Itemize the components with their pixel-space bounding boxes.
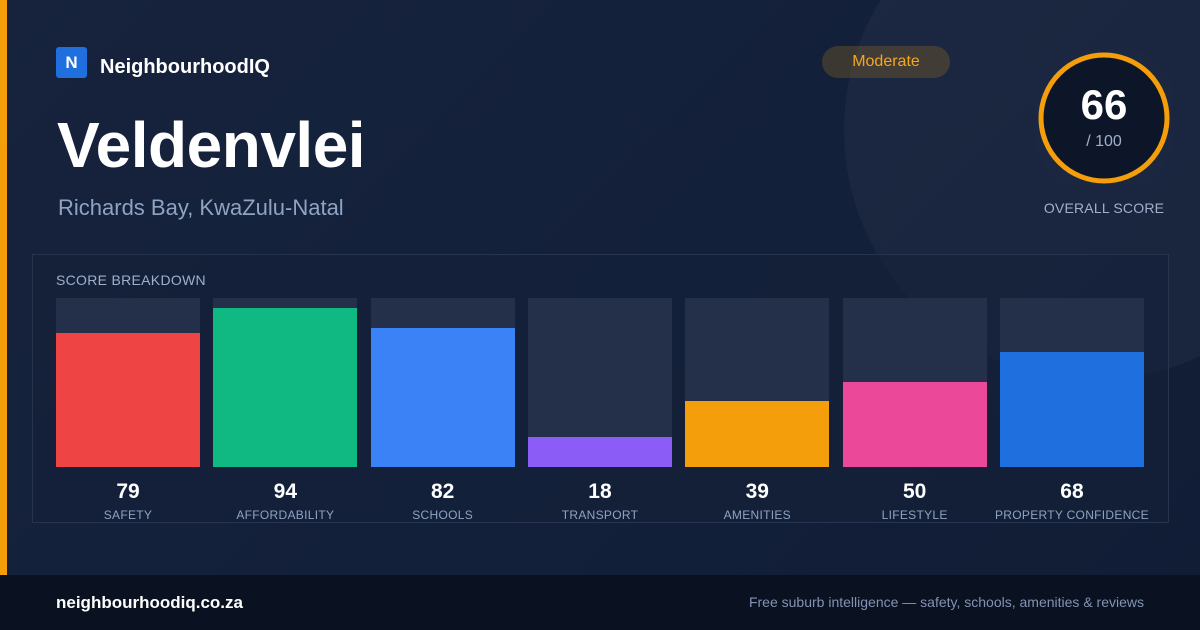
share-card: N NeighbourhoodIQ Veldenvlei Richards Ba…: [0, 0, 1200, 575]
bar-fill: [685, 401, 830, 467]
bar-value: 39: [745, 480, 769, 503]
accent-stripe: [0, 0, 7, 575]
rating-badge: Moderate: [822, 46, 950, 78]
bar-label: SAFETY: [103, 508, 153, 522]
bar-label: SCHOOLS: [412, 508, 474, 522]
brand: N NeighbourhoodIQ: [56, 46, 270, 79]
bar-track: [370, 298, 515, 467]
bar-label: AFFORDABILITY: [236, 508, 335, 522]
breakdown-column: 94 AFFORDABILITY: [213, 298, 358, 522]
brand-name: NeighbourhoodIQ: [100, 56, 270, 78]
breakdown-column: 50 LIFESTYLE: [842, 298, 987, 522]
bar-track: [527, 298, 672, 467]
bar-value: 79: [116, 480, 140, 503]
bar-track: [213, 298, 358, 467]
bar-fill: [213, 308, 358, 467]
bar-value: 94: [273, 480, 297, 503]
overall-score-max: / 100: [1086, 133, 1122, 150]
bar-label: AMENITIES: [723, 508, 791, 522]
bar-label: LIFESTYLE: [881, 508, 948, 522]
bar-track: [842, 298, 987, 467]
overall-score-value: 66: [1080, 81, 1128, 128]
bar-value: 50: [902, 480, 927, 503]
bar-fill: [842, 382, 987, 467]
bar-fill: [527, 437, 672, 467]
bar-value: 68: [1060, 480, 1084, 503]
bar-fill: [56, 333, 200, 467]
bar-track: [685, 298, 830, 467]
gauge-progress-ring: [1038, 52, 1170, 184]
bar-track: [56, 298, 200, 467]
bar-track: [999, 298, 1144, 467]
bar-fill: [370, 328, 515, 467]
footer-url: neighbourhoodiq.co.za: [56, 593, 243, 612]
breakdown-column: 39 AMENITIES: [685, 298, 830, 522]
score-breakdown-bars: 79 SAFETY 94 AFFORDABILITY 82 SCHOOLS 18 TRANSP…: [56, 298, 1149, 522]
footer-tagline: Free suburb intelligence — safety, schoo…: [748, 594, 1144, 610]
bar-label: TRANSPORT: [561, 508, 639, 522]
brand-logo-icon: N: [56, 47, 87, 78]
bar-fill: [999, 352, 1144, 467]
footer: neighbourhoodiq.co.za Free suburb intell…: [0, 575, 1200, 630]
breakdown-column: 82 SCHOOLS: [370, 298, 515, 522]
score-breakdown-label: SCORE BREAKDOWN: [56, 272, 206, 288]
overall-score-label: OVERALL SCORE: [1043, 200, 1165, 216]
suburb-location: Richards Bay, KwaZulu-Natal: [58, 195, 344, 220]
overall-score-gauge: [1036, 50, 1172, 186]
breakdown-column: 68 PROPERTY CONFIDENCE: [995, 298, 1149, 522]
bar-label: PROPERTY CONFIDENCE: [994, 508, 1149, 522]
suburb-title: Veldenvlei: [57, 109, 366, 181]
gauge-face: [1041, 55, 1167, 181]
breakdown-column: 18 TRANSPORT: [527, 298, 672, 522]
breakdown-column: 79 SAFETY: [56, 298, 200, 522]
bar-value: 18: [588, 480, 612, 503]
bar-value: 82: [430, 480, 455, 503]
